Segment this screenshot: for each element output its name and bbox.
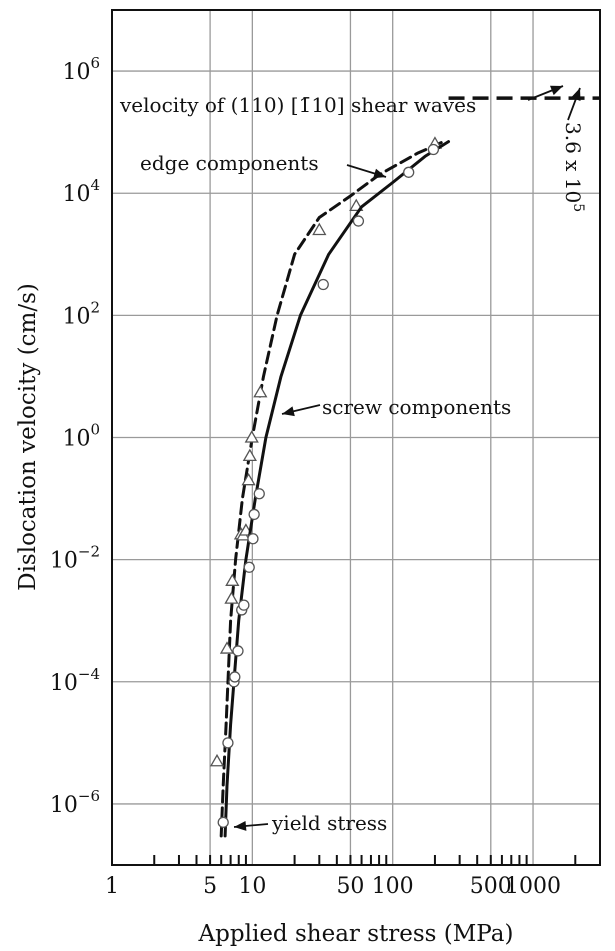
y-tick-base: 10 xyxy=(50,793,78,818)
x-tick-label: 500 xyxy=(470,874,512,899)
screw-data-point xyxy=(247,533,259,545)
edge-curve xyxy=(219,140,445,838)
screw-data-point xyxy=(229,671,241,683)
x-tick-label: 100 xyxy=(372,874,414,899)
screw-components-arrow xyxy=(281,404,321,417)
shear-wave-label: velocity of (110) [1̄10] shear waves xyxy=(119,93,476,117)
y-tick-label: 100 xyxy=(62,421,100,452)
yield-stress-arrow xyxy=(233,821,269,831)
edge-data-point xyxy=(253,384,268,398)
y-axis-title: Dislocation velocity (cm/s) xyxy=(15,283,41,591)
y-tick-base: 10 xyxy=(62,60,90,85)
screw-data-point xyxy=(243,561,255,573)
edge-data-point xyxy=(312,222,327,236)
edge-components-arrow xyxy=(346,164,387,179)
shear-wave-value-text: 3.6 x 10 xyxy=(561,122,585,203)
edge-components-label: edge components xyxy=(140,151,319,175)
x-axis-title: Applied shear stress (MPa) xyxy=(198,921,514,947)
screw-components-arrow-head xyxy=(282,406,295,417)
y-tick-base: 10 xyxy=(62,182,90,207)
edge-data-point xyxy=(244,430,259,443)
y-tick-exp: −2 xyxy=(78,543,100,561)
edge-data-point xyxy=(209,753,225,767)
shear-wave-value-arrow-head xyxy=(571,88,581,101)
screw-data-point xyxy=(403,166,415,178)
y-tick-exp: −6 xyxy=(78,787,100,805)
x-tick-label: 5 xyxy=(203,874,217,899)
grid xyxy=(112,10,600,865)
screw-curve xyxy=(223,140,450,838)
edge-data-point xyxy=(224,591,239,604)
yield-stress-label: yield stress xyxy=(271,811,387,835)
edge-data-point xyxy=(242,448,257,462)
y-tick-exp: −4 xyxy=(78,665,100,683)
y-tick-label: 102 xyxy=(62,298,100,329)
edge-data-point xyxy=(241,472,256,486)
shear-wave-value-exp: 5 xyxy=(570,203,586,212)
y-tick-label: 10−6 xyxy=(50,787,100,818)
x-tick-label: 10 xyxy=(238,874,266,899)
screw-data-point xyxy=(427,143,440,156)
y-tick-base: 10 xyxy=(62,427,90,452)
x-tick-label: 1000 xyxy=(505,874,561,899)
screw-data-point xyxy=(238,599,250,611)
series-layer xyxy=(209,136,450,838)
shear-wave-value-arrow xyxy=(567,87,581,121)
screw-data-point xyxy=(248,508,260,521)
screw-data-point xyxy=(217,816,229,828)
y-tick-exp: 2 xyxy=(90,298,100,316)
edge-components-arrow-head xyxy=(373,168,386,179)
screw-data-point xyxy=(352,215,365,227)
shear-wave-arrow-head xyxy=(550,85,563,96)
yield-stress-arrow-head xyxy=(234,821,247,831)
plot-frame xyxy=(111,9,601,866)
y-tick-label: 10−4 xyxy=(50,665,100,696)
edge-data-point xyxy=(225,573,240,586)
screw-data-point xyxy=(222,737,234,749)
y-tick-label: 10−2 xyxy=(50,543,100,574)
y-tick-exp: 0 xyxy=(90,421,100,439)
x-tick-label: 1 xyxy=(105,874,119,899)
y-tick-label: 106 xyxy=(62,54,100,85)
screw-data-point xyxy=(232,645,244,657)
y-tick-base: 10 xyxy=(50,671,78,696)
x-tick-label: 50 xyxy=(336,874,364,899)
y-tick-base: 10 xyxy=(62,304,90,329)
screw-data-point xyxy=(253,488,265,500)
y-tick-exp: 6 xyxy=(90,54,100,72)
annotations: velocity of (110) [1̄10] shear waves 3.6… xyxy=(119,85,600,835)
y-tick-base: 10 xyxy=(50,549,78,574)
shear-wave-arrow xyxy=(527,85,564,101)
edge-data-point xyxy=(219,641,235,654)
y-tick-exp: 4 xyxy=(90,176,100,194)
shear-wave-value-label: 3.6 x 105 xyxy=(561,122,586,212)
screw-components-label: screw components xyxy=(322,395,511,419)
screw-data-point xyxy=(317,278,329,291)
minor-ticks xyxy=(153,855,577,865)
y-tick-label: 104 xyxy=(62,176,100,207)
